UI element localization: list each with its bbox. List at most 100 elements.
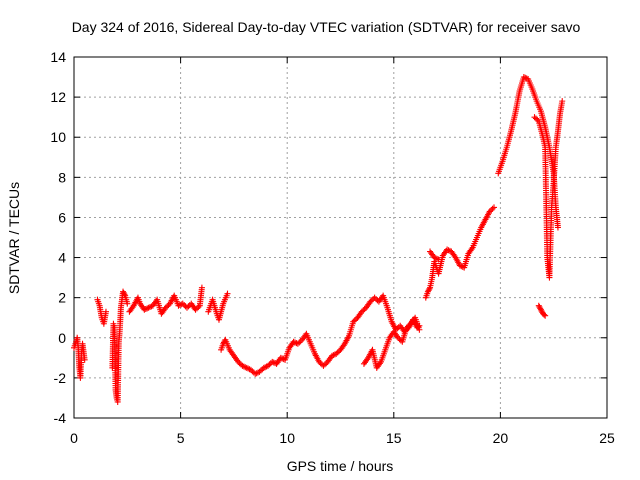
y-tick-label: 8	[58, 169, 66, 185]
y-tick-label: 4	[58, 250, 66, 266]
data-point	[164, 303, 171, 310]
x-tick-label: 5	[177, 430, 185, 446]
data-point	[426, 285, 433, 292]
data-point	[444, 246, 451, 253]
data-point	[488, 207, 495, 214]
data-point	[486, 208, 493, 215]
data-point	[554, 224, 561, 231]
data-point	[279, 355, 286, 362]
data-points	[71, 74, 566, 405]
data-point	[175, 302, 182, 309]
data-point	[296, 339, 303, 346]
y-tick-label: 0	[58, 330, 66, 346]
data-point	[243, 364, 250, 371]
data-point	[81, 356, 88, 363]
data-point	[178, 301, 185, 308]
data-point	[320, 362, 327, 369]
data-point	[360, 307, 367, 314]
data-point	[535, 302, 542, 309]
data-point	[293, 340, 300, 347]
data-point	[334, 349, 341, 356]
data-point	[124, 300, 131, 307]
data-point	[181, 302, 188, 309]
data-point	[350, 318, 357, 325]
data-point	[179, 300, 186, 307]
data-point	[416, 326, 423, 333]
data-point	[193, 305, 200, 312]
data-point	[351, 317, 358, 324]
data-point	[256, 368, 263, 375]
data-point	[368, 297, 375, 304]
data-point	[330, 352, 337, 359]
chart-title: Day 324 of 2016, Sidereal Day-to-day VTE…	[72, 19, 581, 35]
data-point	[247, 366, 254, 373]
data-point	[265, 362, 272, 369]
data-point	[294, 340, 301, 347]
data-point	[121, 291, 128, 298]
data-point	[534, 116, 541, 123]
data-point	[266, 361, 273, 368]
data-point	[235, 358, 242, 365]
data-point	[371, 294, 378, 301]
y-tick-label: 14	[50, 49, 66, 65]
data-point	[333, 350, 340, 357]
data-point	[425, 287, 432, 294]
y-axis-label: SDTVAR / TECUs	[6, 182, 22, 294]
data-point	[536, 304, 543, 311]
data-point	[403, 324, 410, 331]
data-point	[252, 370, 259, 377]
data-point	[290, 338, 297, 345]
data-point	[198, 284, 205, 291]
x-tick-label: 15	[386, 430, 402, 446]
y-tick-label: -2	[54, 370, 67, 386]
data-point	[358, 308, 365, 315]
data-point	[242, 364, 249, 371]
data-point	[145, 304, 152, 311]
data-point	[396, 336, 403, 343]
data-point	[538, 308, 545, 315]
grid-lines	[74, 57, 607, 418]
data-point	[328, 352, 335, 359]
data-point	[269, 358, 276, 365]
data-point	[236, 360, 243, 367]
data-point	[435, 256, 442, 263]
data-point	[445, 247, 452, 254]
data-point	[424, 288, 431, 295]
y-tick-label: 10	[50, 129, 66, 145]
data-point	[531, 114, 538, 121]
data-point	[102, 308, 109, 315]
axis-ticks	[73, 56, 608, 419]
x-axis-label: GPS time / hours	[287, 458, 394, 474]
data-point	[224, 290, 231, 297]
data-point	[367, 298, 374, 305]
data-point	[434, 255, 441, 262]
data-point	[541, 311, 548, 318]
data-point	[491, 204, 498, 211]
data-point	[532, 115, 539, 122]
data-point	[317, 360, 324, 367]
data-point	[120, 289, 127, 296]
y-tick-labels: -4 -2 0 2 4 6 8 10 12 14	[50, 49, 66, 426]
x-tick-label: 0	[70, 430, 78, 446]
data-point	[249, 368, 256, 375]
data-point	[405, 323, 412, 330]
data-point	[458, 263, 465, 270]
data-point	[321, 361, 328, 368]
x-tick-label: 10	[279, 430, 295, 446]
data-point	[142, 306, 149, 313]
y-tick-label: -4	[54, 410, 67, 426]
data-point	[192, 306, 199, 313]
data-point	[262, 364, 269, 371]
data-point	[432, 255, 439, 262]
data-point	[144, 305, 151, 312]
data-point	[431, 254, 438, 261]
data-point	[245, 365, 252, 372]
y-tick-label: 2	[58, 290, 66, 306]
y-tick-label: 6	[58, 209, 66, 225]
data-point	[542, 312, 549, 319]
data-point	[195, 304, 202, 311]
data-point	[240, 363, 247, 370]
data-point	[162, 304, 169, 311]
data-point	[147, 304, 154, 311]
x-tick-labels: 0 5 10 15 20 25	[70, 430, 615, 446]
